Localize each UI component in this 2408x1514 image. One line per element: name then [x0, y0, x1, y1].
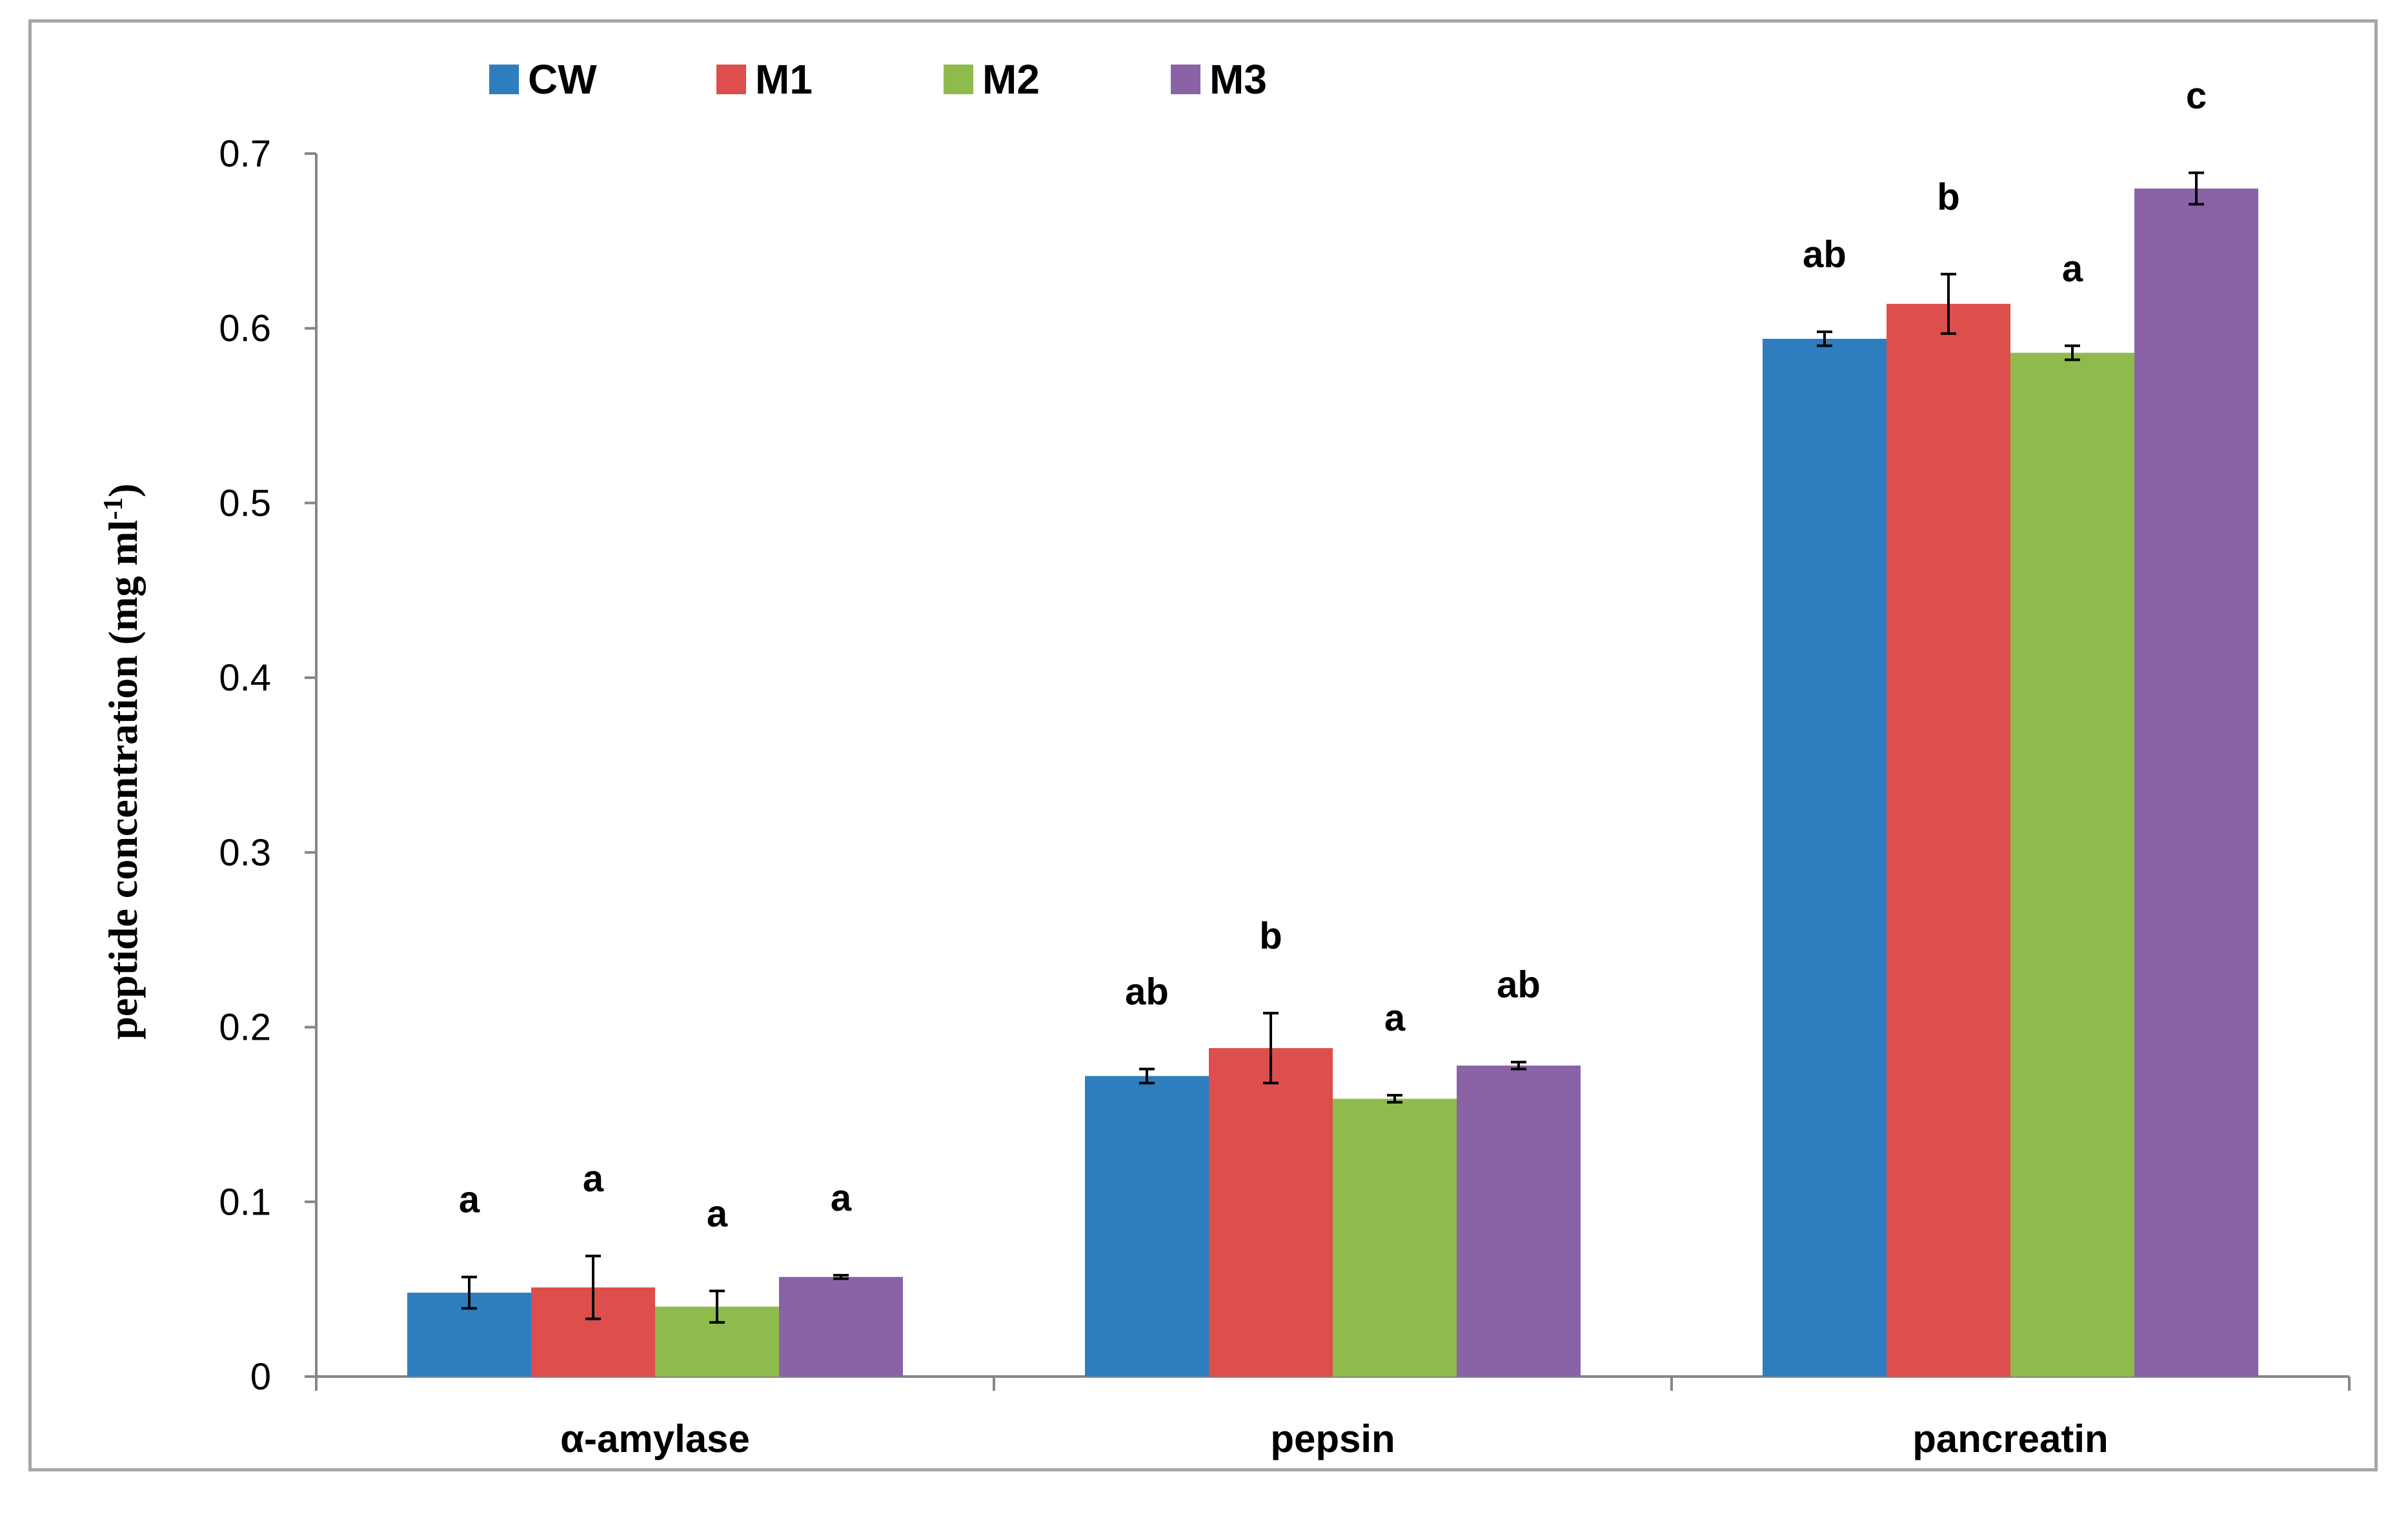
y-tick-label: 0.5	[219, 482, 271, 524]
significance-letter: a	[831, 1177, 852, 1219]
significance-letter: a	[1384, 997, 1406, 1039]
y-tick-label: 0	[250, 1356, 271, 1398]
significance-letter: c	[2186, 75, 2207, 117]
legend: CW M1 M2 M3	[489, 56, 1267, 103]
legend-label-m3: M3	[1209, 56, 1267, 103]
category-label: pepsin	[1270, 1417, 1395, 1460]
significance-letter: ab	[1497, 964, 1541, 1006]
category-label: α-amylase	[560, 1417, 750, 1460]
significance-letter: b	[1259, 915, 1282, 957]
y-tick-label: 0.2	[219, 1007, 271, 1049]
y-tick-label: 0.7	[219, 133, 271, 175]
significance-letter: b	[1937, 176, 1959, 218]
y-axis-title: peptide concentration (mg ml-1)	[99, 483, 146, 1040]
y-tick-label: 0.3	[219, 832, 271, 874]
bar-cw	[1085, 1076, 1209, 1377]
significance-letter: a	[2062, 248, 2083, 290]
bar-m1	[1887, 303, 2010, 1377]
bars	[407, 171, 2258, 1377]
legend-swatch-m2	[944, 65, 973, 94]
y-tick-label: 0.4	[219, 657, 271, 699]
legend-label-cw: CW	[528, 56, 597, 103]
y-tick-label: 0.1	[219, 1181, 271, 1223]
bar-m3	[2134, 188, 2258, 1377]
category-label: pancreatin	[1912, 1417, 2108, 1460]
y-tick-label: 0.6	[219, 308, 271, 350]
y-axis-label: peptide concentration (mg ml-1)	[99, 483, 146, 1040]
legend-label-m1: M1	[755, 56, 813, 103]
bar-m3	[1457, 1065, 1581, 1377]
legend-label-m2: M2	[982, 56, 1040, 103]
significance-letter: a	[459, 1179, 480, 1221]
bar-m3	[779, 1277, 903, 1377]
significance-letter: a	[707, 1193, 728, 1235]
bar-cw	[1763, 338, 1887, 1377]
significance-letter: a	[583, 1158, 604, 1200]
legend-swatch-cw	[489, 65, 519, 94]
bar-m2	[2010, 352, 2134, 1377]
legend-swatch-m1	[716, 65, 746, 94]
significance-letter: ab	[1125, 971, 1169, 1013]
bar-m2	[1333, 1098, 1457, 1377]
bar-m1	[1209, 1048, 1333, 1377]
significance-letter: ab	[1803, 234, 1846, 276]
legend-swatch-m3	[1171, 65, 1200, 94]
